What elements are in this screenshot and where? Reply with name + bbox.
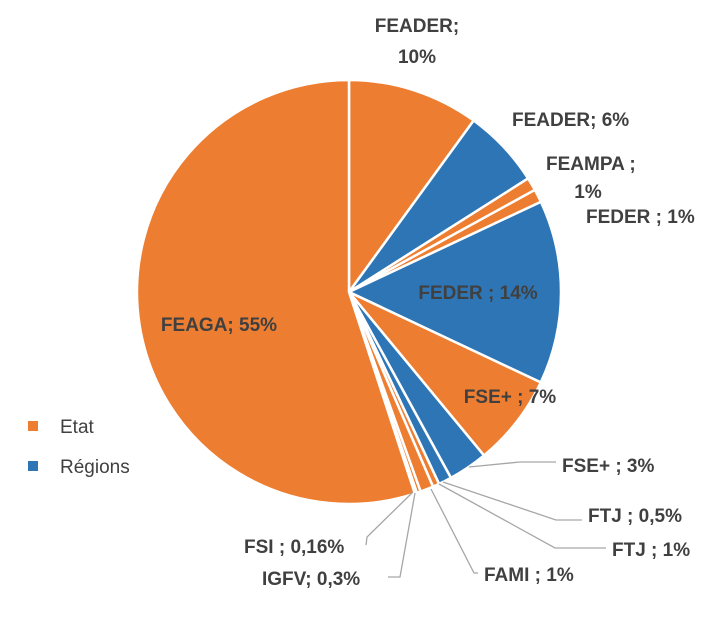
leader-line (468, 461, 556, 468)
slice-label: FEADER; 6% (512, 110, 629, 131)
legend-swatch-etat (28, 421, 38, 431)
leader-line (365, 491, 414, 546)
legend-swatch-regions (28, 461, 38, 471)
leader-line (442, 481, 582, 521)
pie-slice-feaga-etat (135, 78, 417, 506)
slice-label: FEDER ; 1% (586, 207, 695, 228)
slice-label: FAMI ; 1% (484, 565, 574, 586)
pie-slice-feader-etat (347, 78, 475, 294)
slice-label: FEADER; (375, 16, 459, 37)
slice-label: FTJ ; 1% (612, 540, 690, 561)
pie-slice-feder-rgions (347, 200, 563, 384)
slice-label: FSE+ ; 7% (464, 387, 556, 408)
legend-label-etat: Etat (60, 417, 95, 438)
slice-label: FTJ ; 0,5% (588, 506, 682, 527)
leader-line (438, 483, 606, 549)
slice-label: FSE+ ; 3% (562, 456, 654, 477)
slice-label: FEAGA; 55% (161, 315, 277, 336)
leader-lines (365, 461, 606, 578)
legend: Etat Régions (28, 417, 130, 478)
slice-label: FEAMPA ; (546, 154, 636, 175)
slice-labels: FEADER; 10% FEADER; 6% FEAMPA ; 1% FEDER ; 1%… (161, 16, 695, 590)
slice-label: FEDER ; 14% (418, 283, 537, 304)
leader-line (430, 488, 478, 574)
slice-label: FSI ; 0,16% (244, 537, 344, 558)
slice-label: 10% (398, 47, 436, 68)
legend-label-regions: Régions (60, 457, 130, 478)
pie-slices (135, 78, 563, 506)
slice-label: IGFV; 0,3% (262, 569, 360, 590)
slice-label: 1% (574, 182, 602, 203)
leader-line (388, 492, 416, 578)
